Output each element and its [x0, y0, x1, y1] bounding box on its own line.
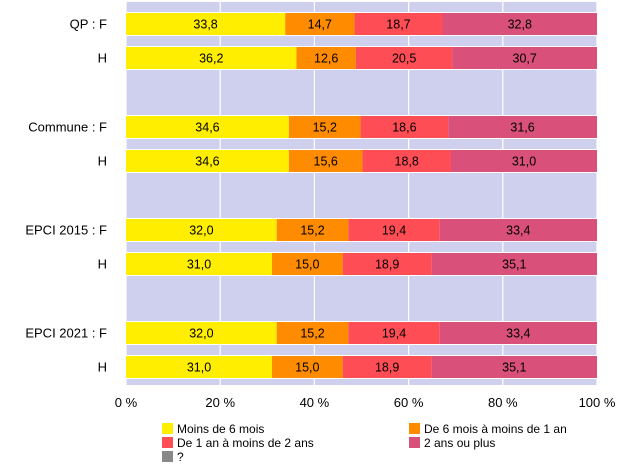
bar-segment [450, 150, 597, 172]
legend-item: De 6 mois à moins de 1 an [409, 422, 567, 437]
x-tick-label: 60 % [394, 395, 424, 410]
value-label: 32,0 [189, 327, 213, 341]
value-label: 18,7 [386, 18, 410, 32]
legend-swatch [162, 437, 173, 448]
legend-item: ? [162, 450, 184, 465]
value-label: 34,6 [195, 155, 219, 169]
bar-segment [296, 47, 356, 69]
category-label: EPCI 2021 : F [25, 326, 107, 341]
category-label: H [98, 360, 107, 375]
value-label: 15,2 [300, 224, 324, 238]
bar-segment [126, 322, 277, 344]
value-label: 33,8 [193, 18, 217, 32]
value-label: 31,0 [187, 361, 211, 375]
bar-segment [126, 150, 289, 172]
value-label: 33,4 [506, 224, 530, 238]
legend-label: De 6 mois à moins de 1 an [424, 422, 567, 436]
value-label: 18,9 [375, 361, 399, 375]
bar-segment [288, 116, 361, 138]
bar-segment [285, 13, 355, 35]
legend-item: De 1 an à moins de 2 ans [162, 436, 314, 451]
legend-label: 2 ans ou plus [424, 436, 496, 450]
legend-label: De 1 an à moins de 2 ans [177, 436, 314, 450]
bar-segment [272, 356, 343, 378]
legend-item: Moins de 6 mois [162, 422, 264, 437]
value-label: 19,4 [382, 327, 406, 341]
bar-segment [452, 47, 597, 69]
bar-segment [126, 116, 289, 138]
bar-segment [126, 253, 273, 275]
value-label: 32,0 [189, 224, 213, 238]
value-label: 18,8 [395, 155, 419, 169]
bar-segment [355, 47, 453, 69]
bar-segment [276, 219, 349, 241]
bar-segment [448, 116, 597, 138]
value-label: 31,0 [187, 258, 211, 272]
value-label: 14,7 [308, 18, 332, 32]
x-tick-label: 80 % [488, 395, 518, 410]
bar-segment [342, 253, 432, 275]
bar-segment [439, 219, 597, 241]
value-label: 30,7 [513, 52, 537, 66]
bar-segment [342, 356, 432, 378]
bar-segment [348, 322, 440, 344]
bar-segment [431, 356, 597, 378]
bar-segment [272, 253, 343, 275]
bar-segment [288, 150, 363, 172]
category-label: Commune : F [28, 120, 107, 135]
value-label: 20,5 [392, 52, 416, 66]
value-label: 15,0 [295, 258, 319, 272]
value-label: 18,6 [392, 121, 416, 135]
value-label: 34,6 [195, 121, 219, 135]
legend-swatch [162, 451, 173, 462]
bar-segment [348, 219, 440, 241]
value-label: 36,2 [199, 52, 223, 66]
bar-segment [126, 47, 297, 69]
category-label: EPCI 2015 : F [25, 223, 107, 238]
bar-segment [126, 13, 286, 35]
value-label: 31,6 [510, 121, 534, 135]
value-label: 18,9 [375, 258, 399, 272]
bar-segment [362, 150, 451, 172]
bar-segment [439, 322, 597, 344]
x-tick-label: 40 % [300, 395, 330, 410]
bar-segment [276, 322, 349, 344]
bar-segment [442, 13, 597, 35]
bar-segment [360, 116, 449, 138]
x-tick-label: 100 % [579, 395, 616, 410]
legend-swatch [409, 423, 420, 434]
bar-segment [431, 253, 597, 275]
value-label: 12,6 [314, 52, 338, 66]
bar-segment [126, 356, 273, 378]
x-tick-label: 0 % [115, 395, 138, 410]
value-label: 15,2 [300, 327, 324, 341]
bar-segment [354, 13, 443, 35]
category-label: H [98, 257, 107, 272]
category-label: H [98, 51, 107, 66]
legend-label: Moins de 6 mois [177, 422, 265, 436]
x-tick-label: 20 % [205, 395, 235, 410]
value-label: 35,1 [502, 361, 526, 375]
value-label: 15,6 [314, 155, 338, 169]
legend-swatch [409, 437, 420, 448]
legend-swatch [162, 423, 173, 434]
value-label: 15,0 [295, 361, 319, 375]
bar-segment [126, 219, 277, 241]
value-label: 32,8 [508, 18, 532, 32]
value-label: 33,4 [506, 327, 530, 341]
legend-item: 2 ans ou plus [409, 436, 495, 451]
value-label: 19,4 [382, 224, 406, 238]
legend-label: ? [177, 450, 184, 464]
category-label: H [98, 154, 107, 169]
value-label: 31,0 [512, 155, 536, 169]
value-label: 15,2 [313, 121, 337, 135]
value-label: 35,1 [502, 258, 526, 272]
category-label: QP : F [70, 17, 107, 32]
